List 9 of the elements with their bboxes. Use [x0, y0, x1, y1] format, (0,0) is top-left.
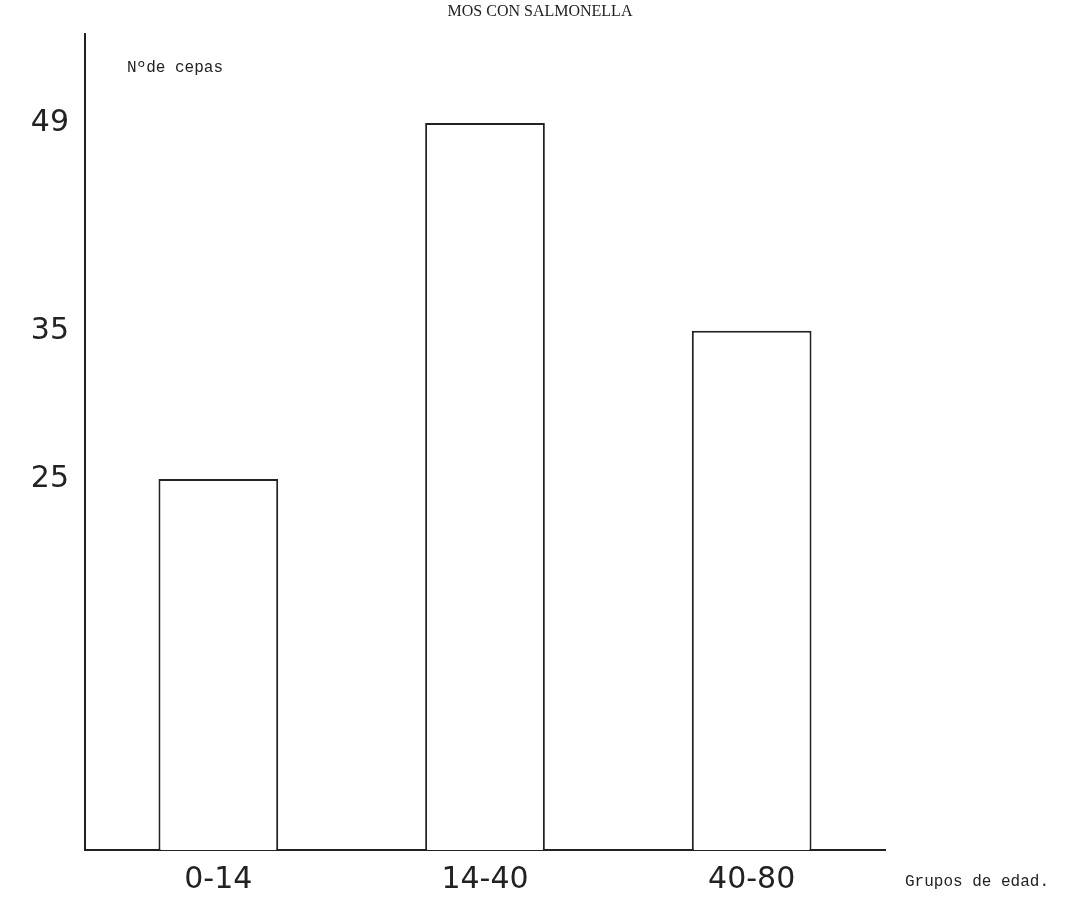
y-tick-label: 25 — [30, 458, 69, 494]
y-tick-label: 35 — [30, 310, 69, 346]
x-axis-title: Grupos de edad. — [905, 873, 1050, 892]
y-axis-title: Nºde cepas — [127, 59, 224, 78]
x-tick-label: 14-40 — [441, 859, 529, 895]
chart-title: MOS CON SALMONELLA — [447, 2, 633, 20]
x-tick-label: 40-80 — [708, 859, 796, 895]
x-tick-label: 0-14 — [184, 859, 253, 895]
y-tick-label: 49 — [30, 102, 69, 138]
